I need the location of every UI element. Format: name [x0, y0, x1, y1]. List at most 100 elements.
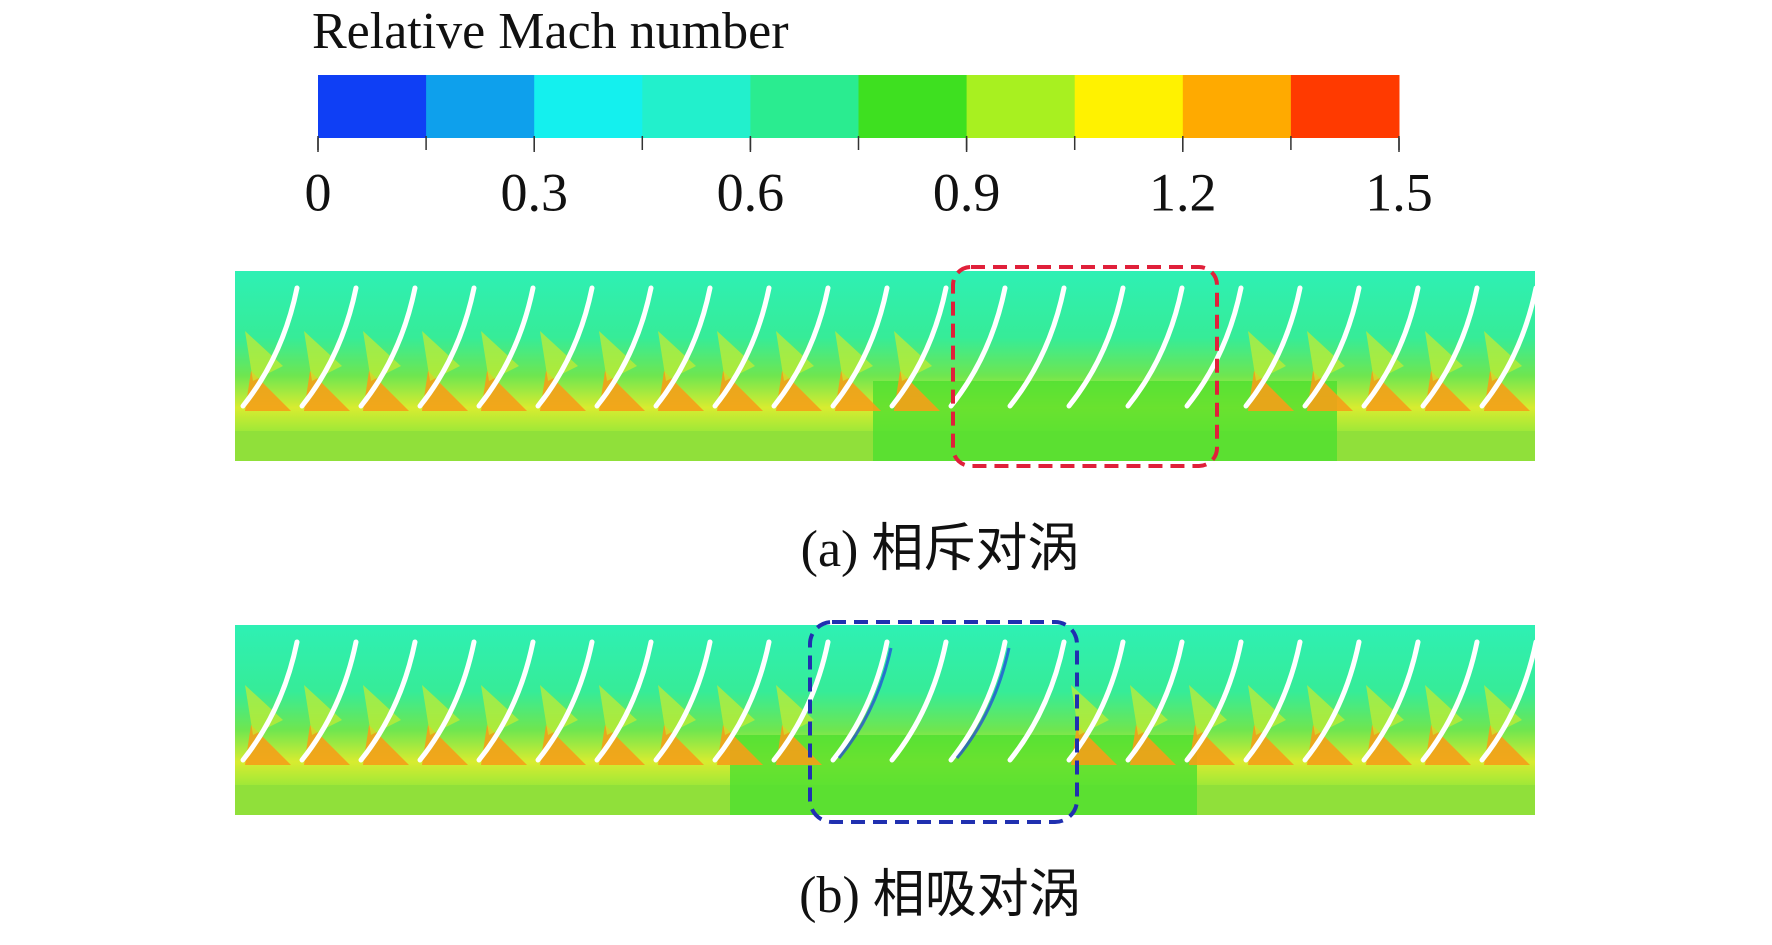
blade: [417, 639, 477, 763]
high-speed-region: [363, 331, 401, 381]
blade: [771, 639, 831, 763]
blade: [948, 285, 1008, 409]
high-speed-region: [1425, 331, 1463, 381]
blade: [712, 285, 772, 409]
blade: [1243, 639, 1303, 763]
colorbar-band: [534, 75, 643, 138]
panel-caption: (b) 相吸对涡: [799, 867, 1081, 924]
high-speed-region: [481, 331, 519, 381]
colorbar-tick-label: 0.6: [717, 162, 785, 222]
blade: [1479, 639, 1539, 763]
shock-region: [1425, 371, 1471, 411]
separation: [837, 647, 893, 759]
blade: [1302, 285, 1362, 409]
high-speed-region: [894, 331, 932, 381]
blade: [476, 285, 536, 409]
high-speed-region: [304, 685, 342, 735]
blade: [1479, 285, 1539, 409]
shock-region: [245, 725, 291, 765]
separation: [955, 647, 1011, 759]
high-speed-region: [1071, 685, 1109, 735]
high-speed-region: [245, 685, 283, 735]
colorbar-title: Relative Mach number: [312, 3, 789, 60]
blade: [889, 639, 949, 763]
colorbar-band: [426, 75, 535, 138]
blade: [653, 639, 713, 763]
blade: [1125, 285, 1185, 409]
high-speed-region: [1307, 331, 1345, 381]
colorbar-tick-label: 1.2: [1149, 162, 1217, 222]
high-speed-region: [540, 331, 578, 381]
shock-region: [894, 371, 940, 411]
high-speed-region: [1484, 331, 1522, 381]
colorbar-band: [750, 75, 859, 138]
blade: [1420, 639, 1480, 763]
colorbar-tick-label: 0.9: [933, 162, 1001, 222]
high-speed-region: [245, 331, 283, 381]
blade: [1007, 639, 1067, 763]
high-speed-region: [1425, 685, 1463, 735]
shock-region: [599, 725, 645, 765]
shock-region: [422, 725, 468, 765]
high-speed-region: [1307, 685, 1345, 735]
high-speed-region: [363, 685, 401, 735]
shock-region: [363, 725, 409, 765]
shock-region: [717, 371, 763, 411]
high-speed-region: [422, 331, 460, 381]
blade: [1302, 639, 1362, 763]
high-speed-region: [1484, 685, 1522, 735]
shock-region: [717, 725, 763, 765]
shock-region: [776, 371, 822, 411]
shock-region: [540, 725, 586, 765]
colorbar-tick-label: 0.3: [500, 162, 568, 222]
blade: [830, 639, 890, 763]
blade: [240, 285, 300, 409]
shock-region: [481, 725, 527, 765]
high-speed-region: [1366, 685, 1404, 735]
blade: [299, 639, 359, 763]
blade: [1125, 639, 1185, 763]
blade: [358, 285, 418, 409]
shock-region: [1366, 371, 1412, 411]
blade: [653, 285, 713, 409]
high-speed-region: [717, 685, 755, 735]
high-speed-region: [835, 331, 873, 381]
blade: [948, 639, 1008, 763]
shock-region: [540, 371, 586, 411]
shock-region: [245, 371, 291, 411]
blade: [830, 285, 890, 409]
blade: [476, 639, 536, 763]
blade: [594, 285, 654, 409]
shock-region: [363, 371, 409, 411]
colorbar-band: [858, 75, 968, 138]
shock-region: [1189, 725, 1235, 765]
shock-region: [599, 371, 645, 411]
shock-region: [304, 725, 350, 765]
high-speed-region: [717, 331, 755, 381]
blade: [712, 639, 772, 763]
blade: [1184, 639, 1244, 763]
blade: [417, 285, 477, 409]
shock-region: [1484, 725, 1530, 765]
panel-caption: (a) 相斥对涡: [801, 521, 1080, 578]
shock-region: [1248, 725, 1294, 765]
colorbar-band: [318, 75, 427, 138]
shock-region: [1307, 725, 1353, 765]
blade: [594, 639, 654, 763]
shock-region: [658, 371, 704, 411]
high-speed-region: [481, 685, 519, 735]
highlight-box: [951, 265, 1219, 468]
blade: [889, 285, 949, 409]
colorbar-band: [642, 75, 751, 138]
high-speed-region: [776, 685, 814, 735]
blade: [1361, 285, 1421, 409]
high-speed-region: [1130, 685, 1168, 735]
colorbar-band: [1182, 75, 1292, 138]
blade: [1184, 285, 1244, 409]
high-speed-region: [1248, 331, 1286, 381]
high-speed-region: [776, 331, 814, 381]
blade: [535, 639, 595, 763]
shock-region: [835, 371, 881, 411]
